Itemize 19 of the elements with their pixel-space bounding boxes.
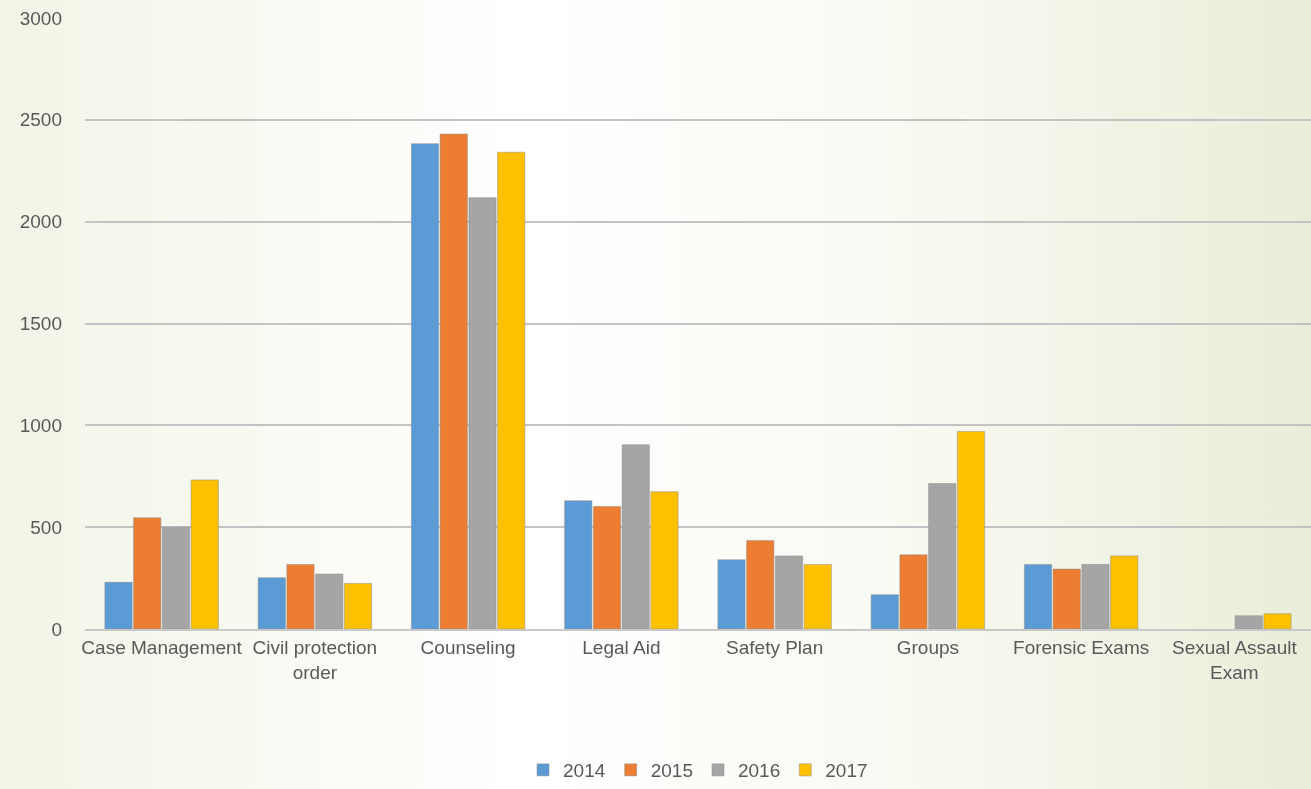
y-tick-label: 2500 xyxy=(19,109,62,131)
y-tick-label: 1000 xyxy=(19,414,62,436)
x-tick-label: Sexual Assault Exam xyxy=(1172,636,1298,683)
y-tick-label: 500 xyxy=(30,516,62,538)
x-tick-label: Civil protection order xyxy=(252,636,378,683)
legend-label: 2014 xyxy=(563,760,606,782)
x-tick-label: Groups xyxy=(896,636,960,658)
legend-label: 2016 xyxy=(737,760,781,782)
x-tick-label: Safety Plan xyxy=(726,636,824,658)
x-tick-label: Forensic Exams xyxy=(1013,636,1150,658)
y-tick-label: 0 xyxy=(51,618,62,640)
legend-label: 2015 xyxy=(650,760,693,782)
y-tick-label: 1500 xyxy=(19,313,62,335)
legend-label: 2017 xyxy=(825,760,868,782)
y-tick-label: 2000 xyxy=(19,211,62,233)
y-tick-label: 3000 xyxy=(19,7,62,29)
x-tick-label: Legal Aid xyxy=(582,636,661,658)
x-tick-label: Case Management xyxy=(81,636,243,658)
x-tick-label: Counseling xyxy=(420,636,516,658)
